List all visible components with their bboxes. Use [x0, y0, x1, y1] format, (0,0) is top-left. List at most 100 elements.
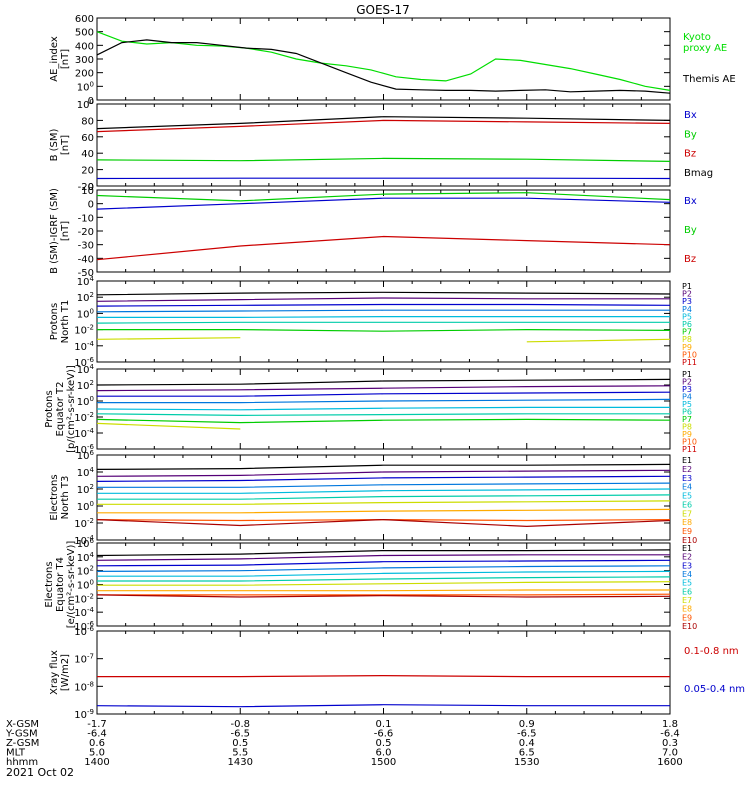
footer-value: 5.5 — [232, 748, 248, 759]
legend-label: E7 — [682, 509, 692, 518]
legend-label: P3 — [682, 297, 692, 306]
legend-label: E1 — [682, 544, 692, 553]
series-ee-e8 — [97, 589, 670, 592]
series-pe-p1 — [96, 378, 671, 386]
panel-frame — [96, 454, 671, 541]
legend-label: P1 — [682, 370, 692, 379]
legend-label: Bz — [684, 254, 696, 265]
y-tick-label: 80 — [81, 116, 94, 127]
legend-label: E8 — [682, 605, 692, 614]
legend-label: By — [684, 225, 697, 236]
footer-value: 6.5 — [519, 748, 535, 759]
series-pe-p7 — [96, 418, 671, 424]
footer-value: 7.0 — [662, 748, 678, 759]
footer-value: 1530 — [514, 757, 539, 768]
legend-label: P6 — [682, 408, 692, 417]
y-axis-label: Xray flux[W/m2] — [49, 650, 71, 695]
series-en-e7 — [97, 500, 671, 505]
series-ee-e1 — [96, 549, 671, 557]
y-tick-label: 0 — [88, 182, 94, 193]
y-tick-label: 104 — [77, 466, 95, 479]
series-pn-p7 — [97, 328, 671, 332]
footer-value: 1400 — [84, 757, 109, 768]
y-tick-label: 102 — [77, 291, 94, 304]
panel-frame — [96, 17, 671, 101]
footer-value: 0.5 — [232, 738, 248, 749]
legend-label: E9 — [682, 527, 692, 536]
legend-label: P7 — [682, 415, 692, 424]
y-tick-label: 100 — [77, 80, 94, 93]
y-tick-label: 102 — [77, 379, 94, 392]
footer-value: 0.3 — [662, 738, 678, 749]
legend-label: P3 — [682, 385, 692, 394]
y-tick-label: 0 — [88, 96, 94, 107]
series-pn-p6 — [96, 321, 670, 324]
y-tick-label: 10-4 — [74, 427, 94, 440]
y-tick-label: 10-4 — [74, 606, 94, 619]
series-en-e2 — [96, 469, 671, 477]
series-en-e10 — [96, 518, 671, 528]
legend-label: E9 — [682, 613, 692, 622]
legend-label: P6 — [682, 320, 692, 329]
legend-label: P2 — [682, 378, 692, 387]
series-ae-kyoto-proxy-ae — [96, 31, 671, 91]
series-ee-e9 — [97, 593, 671, 596]
y-tick-label: -50 — [78, 268, 94, 279]
footer-value: -0.8 — [230, 719, 250, 730]
y-tick-label: 10-6 — [74, 625, 94, 638]
y-axis-label: ProtonsNorth T1 — [49, 300, 71, 344]
legend-label: Bx — [684, 110, 697, 121]
y-axis-label: B (SM)[nT] — [49, 128, 71, 161]
series-pe-p6 — [96, 413, 670, 417]
series-en-e5 — [97, 488, 671, 494]
footer-value: 0.5 — [376, 738, 392, 749]
legend-label: Bz — [684, 149, 696, 160]
footer-value: 1.8 — [662, 719, 678, 730]
legend-label: E10 — [682, 622, 697, 631]
y-axis-label: ElectronsEquator T4[e/(cm²-s-sr-keV)] — [44, 541, 77, 629]
legend-label: E1 — [682, 456, 692, 465]
legend-label: P9 — [682, 343, 692, 352]
y-tick-label: 104 — [77, 551, 95, 564]
panel-frame — [96, 630, 671, 715]
legend-label: Bmag — [684, 168, 713, 179]
legend-label: P2 — [682, 290, 692, 299]
series-pe-p4 — [97, 398, 671, 404]
y-tick-label: 100 — [77, 579, 94, 592]
series-pn-p1 — [96, 291, 671, 296]
series-en-e3 — [96, 475, 671, 482]
series-ee-e6 — [97, 576, 671, 582]
legend-label: E6 — [682, 587, 692, 596]
series-en-e8 — [97, 508, 671, 514]
footer-value: -6.5 — [517, 729, 537, 740]
series-ee-e10 — [96, 594, 671, 598]
series-xray-0-05-0-4-nm — [96, 704, 670, 708]
series-bsm-bz — [96, 119, 671, 133]
footer-value: -6.4 — [660, 729, 680, 740]
legend-label: P8 — [682, 335, 692, 344]
footer-value: 0.4 — [519, 738, 535, 749]
y-tick-label: 10-2 — [74, 411, 94, 424]
footer-value: -6.5 — [230, 729, 250, 740]
series-ae-themis-ae — [96, 39, 671, 94]
series-bigrf-bx — [96, 197, 671, 210]
panel-bsm: 0 20 40 60 80 100 -20 B (SM)[nT] Bx By Bz Bmag — [49, 98, 713, 193]
legend-label: P1 — [682, 282, 692, 291]
series-bigrf-by — [96, 192, 671, 202]
y-tick-label: 10-2 — [74, 592, 94, 605]
series-en-e1 — [96, 463, 671, 470]
footer-row-label: Y-GSM — [5, 729, 38, 740]
y-tick-label: -20 — [78, 227, 94, 238]
legend-label: P11 — [682, 358, 697, 367]
legend-label: E8 — [682, 518, 692, 527]
legend-label: P8 — [682, 423, 692, 432]
plot-title: GOES-17 — [356, 3, 410, 17]
y-tick-label: 106 — [77, 449, 95, 462]
footer-row-label: hhmm — [6, 757, 38, 768]
footer-value: 1500 — [371, 757, 396, 768]
y-axis-label: AE_index[nT] — [49, 36, 71, 82]
y-tick-label: 100 — [77, 395, 94, 408]
footer-value: -6.4 — [87, 729, 107, 740]
y-tick-label: 102 — [77, 483, 94, 496]
